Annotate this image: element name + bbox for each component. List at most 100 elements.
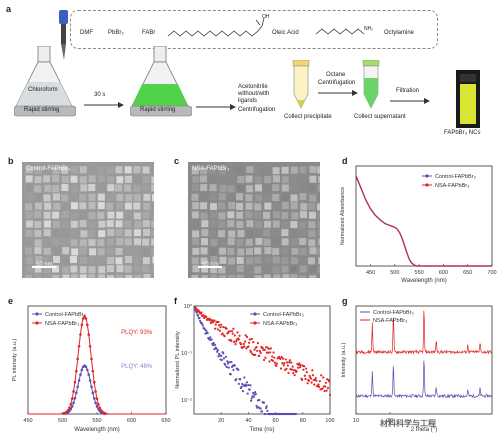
trpl-point: [256, 342, 260, 345]
nanocrystal: [245, 194, 253, 202]
x-tick-label: 60: [273, 418, 279, 424]
pl-point: [86, 368, 89, 372]
flask-green: [130, 46, 192, 117]
nanocrystal: [236, 193, 244, 201]
nanocrystal: [116, 211, 124, 219]
pl-point: [73, 396, 77, 400]
trpl-point: [269, 347, 272, 350]
nanocrystal: [281, 212, 289, 220]
trpl-point: [283, 362, 286, 365]
trpl-point: [230, 329, 234, 333]
plqy-nsa-label: PLQY: 93%: [121, 330, 153, 336]
legend-marker: [253, 312, 257, 316]
nanocrystal: [210, 239, 218, 247]
nanocrystal: [61, 202, 69, 210]
nanocrystal: [106, 220, 114, 228]
nanocrystal: [228, 202, 236, 210]
nanocrystal: [317, 247, 320, 255]
panel-g-label: g: [342, 296, 348, 306]
pl-point: [79, 373, 82, 376]
flask-chloroform: [14, 46, 76, 117]
y-axis-label: Normalized PL intensity: [175, 331, 181, 389]
pl-point: [69, 402, 73, 406]
collect-supernatant: Collect supernatant: [354, 114, 406, 120]
nanocrystal: [228, 230, 236, 238]
trpl-point: [247, 345, 250, 348]
nanocrystal: [192, 220, 200, 228]
trpl-point: [229, 373, 232, 376]
nanocrystal: [44, 166, 52, 174]
trpl-point: [244, 334, 247, 337]
nanocrystal: [79, 266, 87, 274]
step2-line2: Centrifugation: [318, 80, 356, 86]
nanocrystal: [254, 275, 262, 278]
panel-a-label: a: [6, 4, 12, 14]
nanocrystal: [237, 248, 245, 256]
nanocrystal: [124, 166, 132, 174]
nanocrystal: [246, 185, 254, 193]
nanocrystal: [308, 239, 316, 247]
step1-line1: Acetonitrile: [238, 84, 268, 90]
trpl-point: [209, 336, 212, 339]
trpl-point: [205, 315, 208, 318]
nanocrystal: [227, 220, 235, 228]
nanocrystal: [236, 256, 244, 264]
trpl-point: [241, 390, 245, 393]
reagent-octylamine: Octylamine: [384, 30, 415, 36]
nanocrystal: [125, 194, 133, 202]
nanocrystal: [218, 175, 226, 183]
nanocrystal: [142, 184, 150, 192]
nanocrystal: [300, 175, 308, 183]
trpl-point: [258, 349, 262, 353]
pl-point: [68, 406, 71, 410]
nanocrystal: [219, 184, 227, 192]
trpl-point: [302, 368, 305, 371]
nanocrystal: [308, 202, 316, 210]
x-axis-label: 2 theta (°): [411, 427, 437, 433]
nanocrystal: [71, 212, 79, 220]
nanocrystal: [291, 247, 299, 255]
nanocrystal: [317, 212, 320, 220]
trpl-point: [324, 381, 328, 384]
watermark-text: 材料科学与工程: [380, 419, 436, 428]
nanocrystal: [143, 202, 151, 210]
nanocrystal: [34, 166, 42, 174]
nanocrystal: [245, 238, 253, 246]
nanocrystal: [53, 203, 61, 211]
nanocrystal: [245, 175, 253, 183]
nanocrystal: [291, 212, 299, 220]
trpl-point: [243, 340, 247, 343]
nanocrystal: [52, 265, 60, 273]
nanocrystal: [61, 166, 69, 174]
nanocrystal: [254, 266, 262, 274]
nanocrystal: [201, 229, 209, 237]
nanocrystal: [272, 211, 280, 219]
pl-point: [94, 390, 97, 393]
x-tick-label: 450: [366, 270, 375, 276]
nanocrystal: [299, 265, 307, 273]
pl-point: [92, 380, 96, 384]
nanocrystal: [318, 175, 320, 183]
nanocrystal: [254, 203, 262, 211]
nanocrystal: [290, 221, 298, 229]
nanocrystal: [192, 230, 200, 238]
trpl-point: [288, 361, 291, 364]
trpl-point: [261, 346, 264, 349]
tem-image-nsa: [188, 162, 320, 278]
nanocrystal: [79, 274, 87, 278]
trpl-point: [256, 349, 259, 352]
nanocrystal: [200, 167, 208, 175]
nanocrystal: [43, 274, 51, 278]
nanocrystal: [34, 176, 42, 184]
trpl-point: [222, 325, 225, 329]
tube-precipitate: [292, 60, 310, 109]
arrow-2: [196, 104, 236, 110]
nanocrystal: [263, 274, 271, 278]
pl-point: [84, 365, 88, 369]
nanocrystal: [142, 176, 150, 184]
trpl-point: [228, 330, 232, 333]
nanocrystal: [134, 275, 142, 278]
nanocrystal: [88, 202, 96, 210]
nanocrystal: [124, 202, 132, 210]
nanocrystal: [116, 238, 124, 246]
